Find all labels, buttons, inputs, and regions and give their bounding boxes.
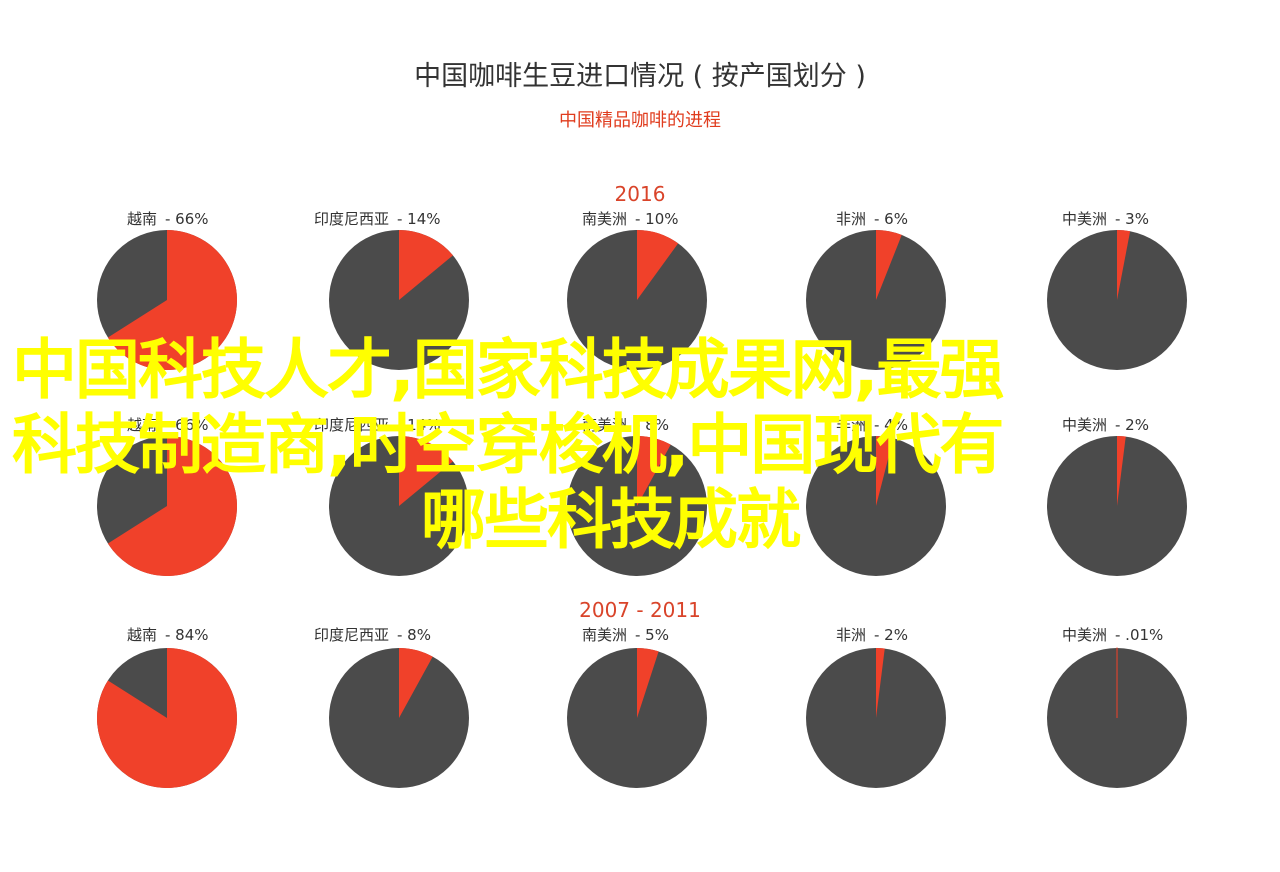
chart-subtitle: 中国精品咖啡的进程: [559, 110, 721, 131]
percent-label: - 10%: [635, 210, 679, 228]
country-label: 非洲: [836, 210, 866, 228]
country-label: 南美洲: [582, 416, 627, 434]
pie-slice: [876, 230, 902, 300]
country-label: 南美洲: [582, 626, 627, 644]
percent-label: - 3%: [1115, 210, 1149, 228]
pie-slice: [637, 648, 659, 718]
country-label: 印度尼西亚: [314, 416, 389, 434]
pie-slice: [1117, 230, 1131, 300]
country-label: 越南: [127, 626, 157, 644]
pie-slice: [637, 230, 679, 300]
chart-title: 中国咖啡生豆进口情况 ( 按产国划分 ): [414, 61, 866, 92]
pie-slice: [399, 436, 453, 506]
pie-slice: [399, 648, 433, 718]
percent-label: - 66%: [165, 416, 209, 434]
percent-label: - 2%: [1115, 416, 1149, 434]
pie-slice: [399, 230, 453, 300]
country-label: 印度尼西亚: [314, 210, 389, 228]
percent-label: - 14%: [397, 416, 441, 434]
country-label: 非洲: [836, 416, 866, 434]
percent-label: - 66%: [165, 210, 209, 228]
percent-label: - 2%: [874, 626, 908, 644]
percent-label: - 6%: [874, 210, 908, 228]
percent-label: - 8%: [635, 416, 669, 434]
percent-label: - 5%: [635, 626, 669, 644]
pie-slice: [97, 648, 238, 788]
country-label: 南美洲: [582, 210, 627, 228]
country-label: 非洲: [836, 626, 866, 644]
percent-label: - 14%: [397, 210, 441, 228]
percent-label: - 4%: [874, 416, 908, 434]
pie-rows: 2016 越南 - 66% 印度尼西亚 - 14% 南美洲 - 10% 非洲 - 6% 中美洲 - …: [97, 182, 1187, 788]
percent-label: - 84%: [165, 626, 209, 644]
pie-slice: [107, 229, 238, 370]
row-year-label: 2016: [615, 182, 666, 206]
country-label: 中美洲: [1062, 626, 1107, 644]
pie-slice: [876, 436, 894, 506]
country-label: 中美洲: [1062, 210, 1107, 228]
pie-slice: [1117, 435, 1126, 506]
percent-label: - .01%: [1115, 626, 1163, 644]
row-year-label: 2007 - 2011: [579, 598, 701, 622]
country-label: 印度尼西亚: [314, 626, 389, 644]
percent-label: - 8%: [397, 626, 431, 644]
pie-slice: [637, 436, 671, 506]
pie-slice: [107, 436, 238, 577]
pie-slice: [876, 648, 885, 718]
country-label: 越南: [127, 416, 157, 434]
country-label: 越南: [127, 210, 157, 228]
country-label: 中美洲: [1062, 416, 1107, 434]
